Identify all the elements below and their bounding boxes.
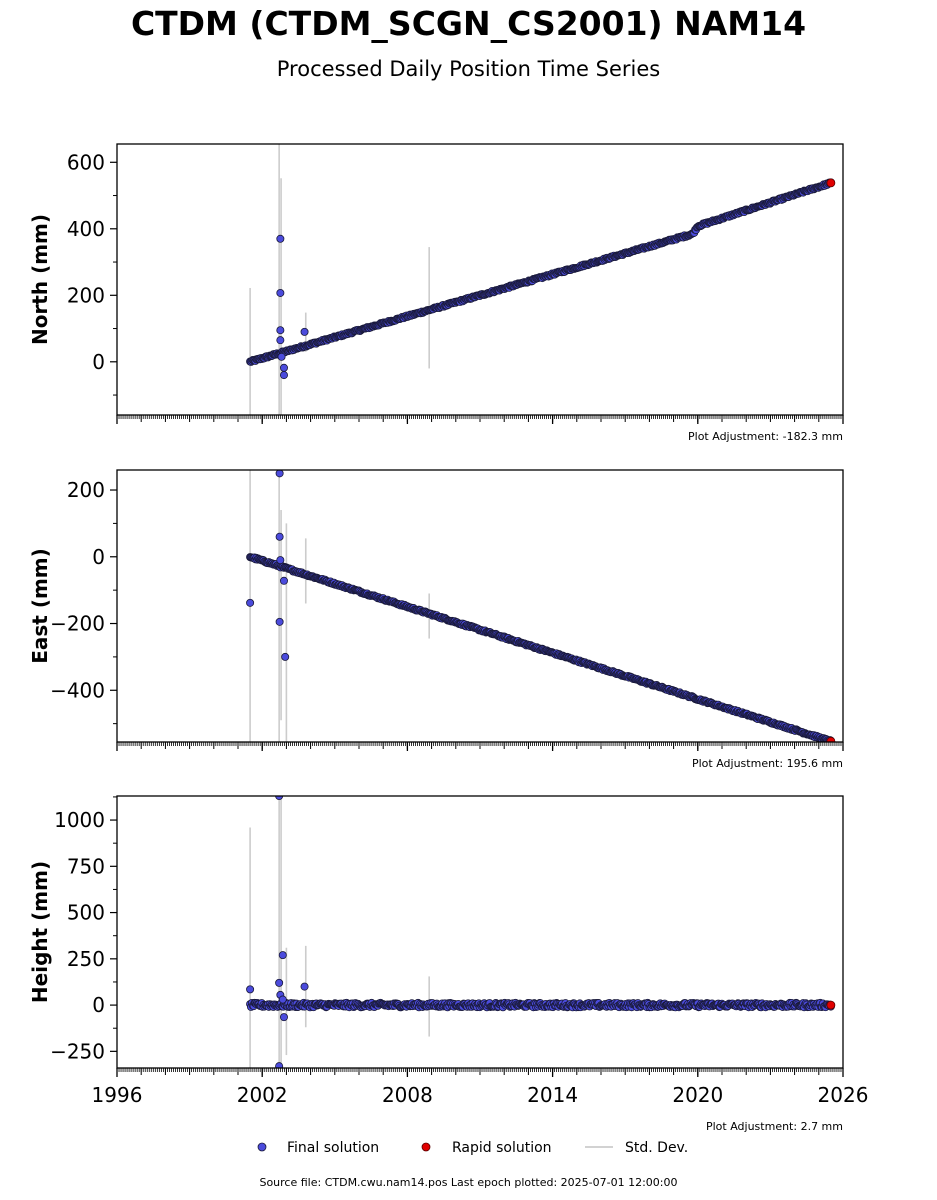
final-point <box>275 617 284 626</box>
final-point <box>276 234 285 243</box>
y-axis-label: North (mm) <box>28 214 52 345</box>
y-tick-label: 250 <box>67 947 105 971</box>
final-point <box>246 598 255 607</box>
x-tick-label: 2020 <box>672 1083 723 1107</box>
final-point <box>278 951 287 960</box>
rapid-point <box>826 736 836 742</box>
y-axis-label: Height (mm) <box>28 861 52 1003</box>
final-point <box>276 326 285 335</box>
final-point <box>281 652 290 661</box>
final-point <box>300 327 309 336</box>
legend-rapid-label: Rapid solution <box>452 1140 552 1156</box>
final-point <box>279 363 288 372</box>
legend-final-marker <box>257 1142 267 1152</box>
y-tick-label: 400 <box>67 217 105 241</box>
plot-area <box>246 796 836 1068</box>
final-point <box>278 995 287 1004</box>
y-tick-label: 500 <box>67 901 105 925</box>
legend-final-label: Final solution <box>287 1140 379 1156</box>
legend-stddev-label: Std. Dev. <box>625 1140 688 1156</box>
final-point <box>300 982 309 991</box>
y-tick-label: −250 <box>50 1039 105 1063</box>
final-point <box>279 576 288 585</box>
plot-area <box>246 144 836 415</box>
y-tick-label: 750 <box>67 854 105 878</box>
final-point <box>276 288 285 297</box>
legend-rapid-marker <box>421 1142 431 1152</box>
final-point <box>246 985 255 994</box>
final-point <box>275 978 284 987</box>
rapid-point <box>826 1000 836 1010</box>
final-point <box>275 1062 284 1068</box>
source-caption: Source file: CTDM.cwu.nam14.pos Last epo… <box>259 1176 678 1189</box>
y-tick-label: 200 <box>67 478 105 502</box>
final-point <box>275 532 284 541</box>
final-point <box>276 556 285 565</box>
final-point <box>279 1013 288 1022</box>
x-tick-label: 2002 <box>237 1083 288 1107</box>
y-tick-label: −400 <box>50 678 105 702</box>
final-point <box>275 470 284 478</box>
plot-adjustment: Plot Adjustment: 2.7 mm <box>706 1120 843 1133</box>
x-tick-label: 1996 <box>92 1083 143 1107</box>
panel-3: −250 0 250 500 750 1000 1996 2002 2008 2014 2020 20… <box>28 795 869 1133</box>
y-tick-label: 600 <box>67 150 105 174</box>
rapid-point <box>826 178 836 188</box>
plot-area <box>246 470 836 742</box>
x-tick-label: 2014 <box>527 1083 578 1107</box>
panel-1: 0 200 400 600 North (mm) Plot Adjustment: -18… <box>28 143 844 443</box>
final-point <box>277 352 286 361</box>
plot-frame <box>116 143 844 416</box>
y-tick-label: 1000 <box>54 808 105 832</box>
final-point <box>276 336 285 345</box>
x-tick-label: 2008 <box>382 1083 433 1107</box>
x-tick-label: 2026 <box>818 1083 869 1107</box>
chart-subtitle: Processed Daily Position Time Series <box>276 57 661 81</box>
legend: Final solution Rapid solution Std. Dev. <box>257 1140 688 1156</box>
final-point <box>279 371 288 380</box>
y-tick-label: 200 <box>67 283 105 307</box>
plot-adjustment: Plot Adjustment: 195.6 mm <box>692 757 843 770</box>
y-tick-label: 0 <box>92 545 105 569</box>
plot-frame <box>116 795 844 1069</box>
plot-frame <box>116 469 844 743</box>
y-tick-label: 0 <box>92 350 105 374</box>
y-tick-label: 0 <box>92 993 105 1017</box>
plot-adjustment: Plot Adjustment: -182.3 mm <box>688 430 843 443</box>
y-tick-label: −200 <box>50 612 105 636</box>
y-axis-label: East (mm) <box>28 548 52 664</box>
chart-title: CTDM (CTDM_SCGN_CS2001) NAM14 <box>130 4 807 43</box>
panel-2: −400 −200 0 200 East (mm) Plot Adjustment: 19… <box>28 469 844 770</box>
